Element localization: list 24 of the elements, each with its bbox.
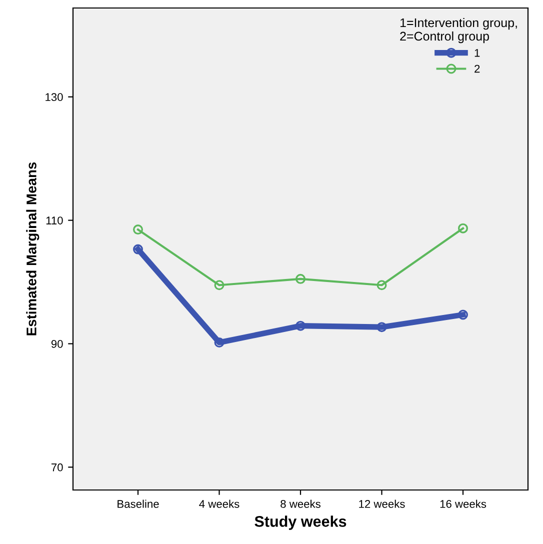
point: [133, 244, 143, 254]
x-axis-title: Study weeks: [254, 516, 346, 530]
y-tick-label: 110: [46, 216, 63, 224]
y-tick-label: 130: [46, 93, 63, 102]
point: [296, 320, 306, 331]
legend-label: 2: [474, 64, 480, 73]
point: [214, 338, 224, 348]
y-axis-title: Estimated Marginal Means: [26, 162, 40, 336]
legend-title: 1=Intervention group, 2=Control group: [400, 18, 517, 44]
point: [214, 280, 224, 290]
x-tick-label: 16 weeks: [440, 500, 486, 508]
point: [458, 310, 468, 320]
x-tick-label: Baseline: [118, 500, 159, 508]
y-tick-label: 70: [51, 463, 63, 472]
x-tick-label: 12 weeks: [359, 500, 405, 508]
point: [458, 223, 468, 234]
point: [376, 280, 387, 290]
x-tick-label: 4 weeks: [199, 500, 240, 508]
point: [133, 224, 143, 235]
point: [296, 274, 306, 284]
point: [376, 322, 387, 332]
legend-label: 1: [474, 49, 480, 57]
x-tick-label: 8 weeks: [280, 500, 320, 508]
y-tick-label: 90: [51, 340, 63, 348]
